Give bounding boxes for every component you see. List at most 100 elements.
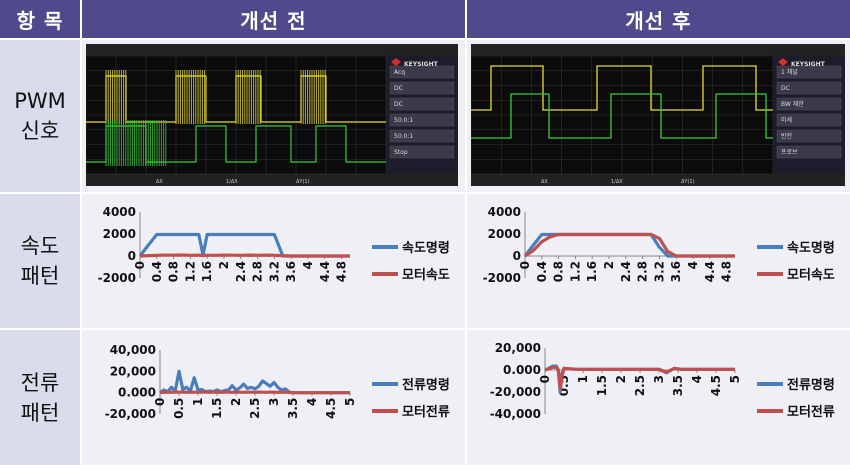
x-tick-label: 3.6 [284, 261, 298, 282]
y-tick-label: 40,000 [110, 343, 156, 357]
cell-speed-after: 4000 2000 0 -2000 0 0.4 0.8 1.2 1.6 2 2.4 2.8 3.2 3.6… [467, 194, 850, 328]
scope-side-label: Acq [394, 69, 405, 76]
legend-label: 속도명령 [787, 240, 835, 256]
header-before: 개선 전 [82, 0, 465, 38]
cell-speed-before: 4000 2000 0 -2000 0 0.4 0.8 1.2 1.6 2 2.4 2.8 3.2 3.6… [82, 194, 465, 328]
x-tick-label: 4.5 [709, 375, 723, 396]
scope-status-mid: 1/ΔX [611, 179, 623, 185]
legend-label: 모터속도 [787, 267, 835, 283]
y-tick-label: 2000 [103, 227, 136, 241]
y-tick-label: 2000 [488, 227, 521, 241]
scope-side-label: 50.0:1 [394, 133, 413, 140]
legend-label: 모터전류 [402, 404, 450, 420]
y-tick-label: 20,000 [110, 364, 156, 378]
x-tick-label: 1.2 [183, 261, 197, 282]
y-tick-label: 0.000 [118, 386, 156, 400]
scope-brand-text: KEYSIGHT [404, 61, 439, 68]
header-item: 항 목 [0, 0, 80, 38]
x-tick-label: 0 [133, 261, 147, 269]
x-tick-label: 5 [728, 375, 742, 383]
x-tick-label: 3.5 [286, 398, 300, 419]
series-line-motor [524, 232, 735, 258]
cell-pwm-after: 1 채널 DC BW 제한 미세 반전 프로브 KEYSIGHT ΔX 1/ΔX ΔY(1… [467, 40, 850, 192]
series-line-command [159, 369, 350, 395]
scope-side-label: Stop [394, 149, 408, 156]
y-tick-label: -20,000 [490, 385, 541, 399]
scope-side-button [389, 65, 455, 79]
x-tick-label: 2 [614, 375, 628, 383]
scope-status-right: ΔY(1) [681, 179, 695, 185]
x-tick-label: 1.5 [595, 375, 609, 396]
cell-pwm-before: Acq DC DC 50.0:1 50.0:1 Stop KEYSIGHT ΔX 1/ΔX… [82, 40, 465, 192]
x-tick-label: 4.5 [324, 398, 338, 419]
x-tick-label: 4.8 [720, 261, 734, 282]
y-tick-label: -40,000 [490, 407, 541, 421]
y-tick-label: 4000 [103, 205, 136, 219]
x-tick-label: 3 [652, 375, 666, 383]
y-tick-label: -20,000 [105, 407, 156, 421]
y-tick-label: 0 [513, 249, 521, 263]
series-line-command [138, 232, 350, 258]
x-tick-label: 0.4 [535, 261, 549, 282]
x-tick-label: 3.6 [669, 261, 683, 282]
y-tick-label: -2000 [98, 271, 136, 285]
scope-side-button [776, 113, 842, 127]
scope-status-mid: 1/ΔX [226, 179, 238, 185]
x-tick-label: 4 [686, 261, 700, 269]
header-after: 개선 후 [467, 0, 850, 38]
scope-side-button [389, 129, 455, 143]
x-tick-label: 0.4 [150, 261, 164, 282]
scope-side-button [389, 113, 455, 127]
oscilloscope-after: 1 채널 DC BW 제한 미세 반전 프로브 KEYSIGHT ΔX 1/ΔX ΔY(1… [471, 44, 845, 186]
y-tick-label: 0 [128, 249, 136, 263]
x-tick-label: 2.5 [633, 375, 647, 396]
legend-label: 모터속도 [402, 267, 450, 283]
x-tick-label: 1 [191, 398, 205, 406]
scope-side-button [389, 81, 455, 95]
x-tick-label: 0 [518, 261, 532, 269]
series-line-motor [544, 365, 735, 391]
series-line-motor [139, 253, 350, 258]
y-tick-label: 4000 [488, 205, 521, 219]
scope-side-label: DC [781, 85, 790, 92]
x-tick-label: 4.4 [318, 261, 332, 282]
scope-side-button [776, 129, 842, 143]
scope-status-right: ΔY(1) [296, 179, 310, 185]
legend-label: 전류명령 [402, 377, 450, 393]
x-tick-label: 3.5 [671, 375, 685, 396]
scope-side-button [776, 81, 842, 95]
series-line-command [523, 232, 735, 258]
x-tick-label: 2 [229, 398, 243, 406]
legend-label: 모터전류 [787, 404, 835, 420]
x-tick-label: 3.2 [267, 261, 281, 282]
legend-label: 전류명령 [787, 377, 835, 393]
x-tick-label: 1.5 [210, 398, 224, 419]
x-tick-label: 0.5 [172, 398, 186, 419]
x-tick-label: 1 [576, 375, 590, 383]
x-tick-label: 1.6 [585, 261, 599, 282]
x-tick-label: 4 [301, 261, 315, 269]
x-tick-label: 0 [538, 375, 552, 383]
keysight-logo-icon [778, 58, 788, 66]
scope-status-left: ΔX [156, 179, 163, 185]
scope-side-button [776, 145, 842, 159]
x-tick-label: 1.6 [200, 261, 214, 282]
scope-side-label: DC [394, 101, 403, 108]
x-tick-label: 0.8 [167, 261, 181, 282]
scope-side-label: 1 채널 [781, 68, 798, 76]
x-tick-label: 2.8 [636, 261, 650, 282]
x-tick-label: 2.4 [234, 261, 248, 282]
legend-label: 속도명령 [402, 240, 450, 256]
row-label-current: 전류 패턴 [0, 330, 80, 465]
scope-side-button [389, 97, 455, 111]
scope-side-label: 프로브 [781, 149, 798, 156]
keysight-logo-icon [391, 58, 401, 66]
oscilloscope-before: Acq DC DC 50.0:1 50.0:1 Stop KEYSIGHT ΔX 1/ΔX… [86, 44, 458, 186]
series-line-motor [159, 390, 350, 395]
